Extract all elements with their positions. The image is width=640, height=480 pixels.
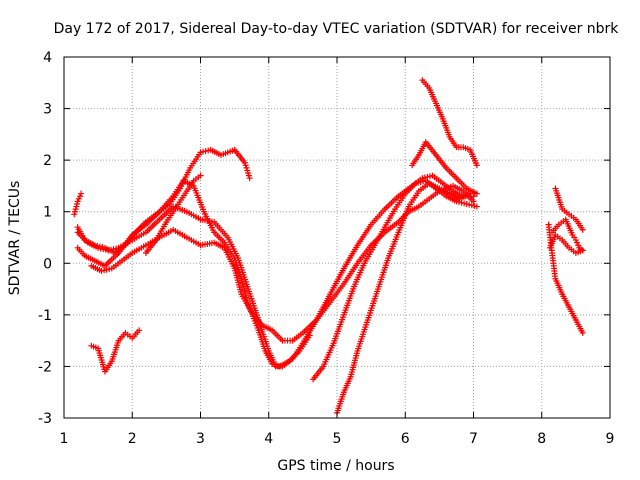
series-marker-path xyxy=(546,231,586,256)
y-axis-label: SDTVAR / TECUs xyxy=(7,181,23,296)
series-marker-path xyxy=(545,221,586,336)
series-arc6 xyxy=(88,327,143,375)
series-marker-path xyxy=(71,190,85,218)
y-tick-label: 3 xyxy=(43,102,52,118)
series-arc13 xyxy=(548,216,586,254)
y-tick-label: -3 xyxy=(38,411,52,427)
x-tick-label: 9 xyxy=(606,431,615,447)
chart-title: Day 172 of 2017, Sidereal Day-to-day VTE… xyxy=(54,21,620,37)
series-marker-path xyxy=(548,216,586,254)
series-arc10 xyxy=(409,139,480,197)
y-tick-label: -2 xyxy=(38,359,52,375)
y-tick-label: 2 xyxy=(43,153,52,169)
x-tick-label: 3 xyxy=(196,431,205,447)
y-tick-label: 0 xyxy=(43,256,52,272)
y-tick-label: 4 xyxy=(43,50,52,66)
x-axis-label: GPS time / hours xyxy=(277,458,394,474)
series-arc12 xyxy=(545,221,586,336)
x-tick-label: 5 xyxy=(333,431,342,447)
y-tick-label: 1 xyxy=(43,205,52,221)
series-marker-path xyxy=(552,185,586,233)
series-arc7 xyxy=(142,172,204,256)
x-tick-label: 8 xyxy=(537,431,546,447)
series-marker-path xyxy=(310,177,480,383)
series-arc14 xyxy=(552,185,586,233)
x-tick-label: 2 xyxy=(128,431,137,447)
series-arc8 xyxy=(310,177,480,383)
x-tick-label: 6 xyxy=(401,431,410,447)
x-tick-label: 7 xyxy=(469,431,478,447)
data-marks xyxy=(71,77,586,416)
series-arc11 xyxy=(419,77,480,169)
x-tick-label: 1 xyxy=(60,431,69,447)
series-arc5 xyxy=(71,190,85,218)
axis-ticks: 1 2 3 4 5 6 7 8 9 -3 -2 -1 0 1 2 3 4 xyxy=(38,50,614,447)
x-tick-label: 4 xyxy=(264,431,273,447)
y-tick-label: -1 xyxy=(38,308,52,324)
series-marker-path xyxy=(142,172,204,256)
series-marker-path xyxy=(88,327,143,375)
grid xyxy=(64,57,610,418)
series-marker-path xyxy=(409,139,480,197)
series-marker-path xyxy=(419,77,480,169)
series-arc15 xyxy=(546,231,586,256)
